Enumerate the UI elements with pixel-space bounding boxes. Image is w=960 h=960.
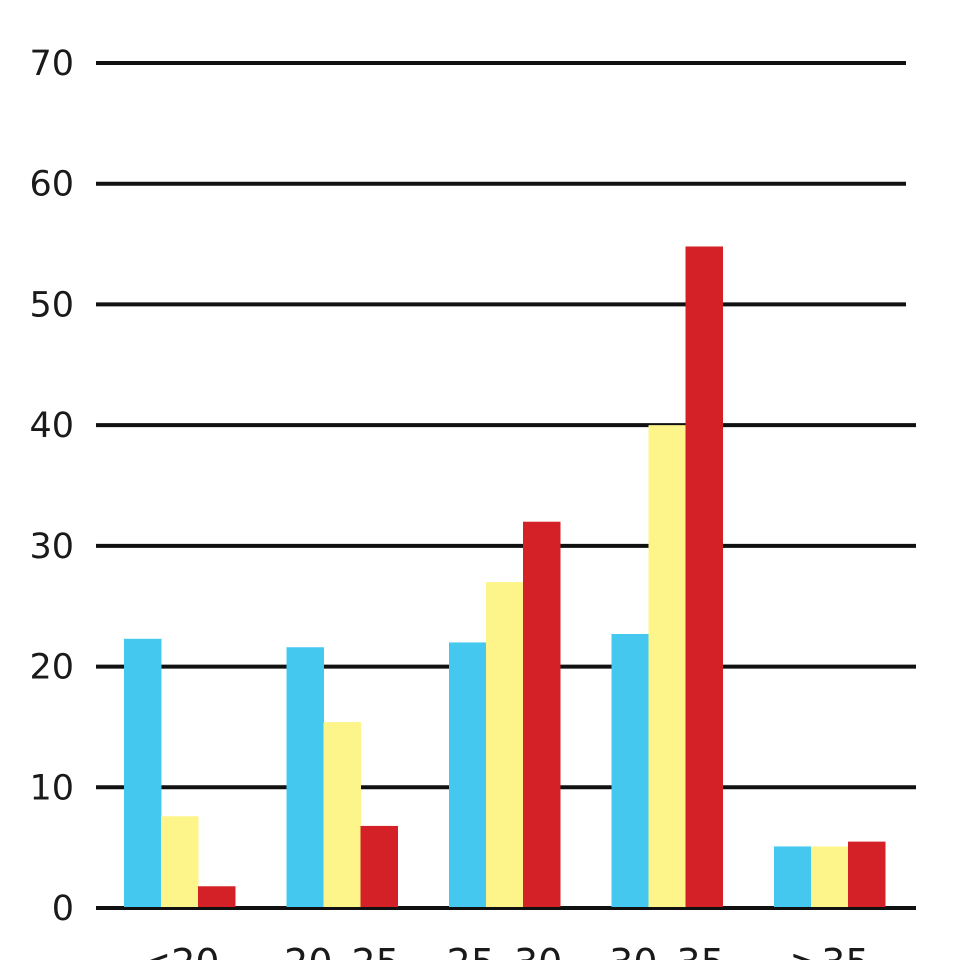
bar [449, 642, 487, 907]
y-tick-label: 10 [29, 768, 74, 808]
x-category-label: >35 [789, 941, 869, 960]
y-tick-label: 0 [52, 889, 74, 929]
bar [323, 722, 361, 907]
bar [198, 886, 236, 907]
x-category-label: 30–35 [609, 941, 725, 960]
bar [811, 846, 849, 907]
x-category-label: 20–25 [284, 941, 400, 960]
bars [124, 246, 886, 907]
y-tick-label: 30 [29, 527, 74, 567]
bar [360, 825, 398, 907]
y-axis-tick-labels: 0 10 20 30 40 50 60 70 [29, 44, 74, 929]
bar [685, 246, 723, 907]
bar [611, 633, 649, 907]
y-tick-label: 20 [29, 648, 74, 688]
bar [523, 521, 561, 907]
bar [848, 841, 886, 907]
x-category-label: 25–30 [447, 941, 563, 960]
y-tick-label: 70 [29, 44, 74, 84]
y-tick-label: 60 [29, 165, 74, 205]
bar [161, 816, 199, 907]
y-tick-label: 50 [29, 285, 74, 325]
bar [486, 582, 524, 907]
bar [774, 846, 812, 907]
bar [286, 647, 324, 907]
bar [124, 638, 162, 907]
x-category-label: <20 [139, 941, 219, 960]
x-axis-category-labels: <20 20–25 25–30 30–35 >35 [139, 941, 869, 960]
y-tick-label: 40 [29, 406, 74, 446]
bar [648, 425, 686, 907]
